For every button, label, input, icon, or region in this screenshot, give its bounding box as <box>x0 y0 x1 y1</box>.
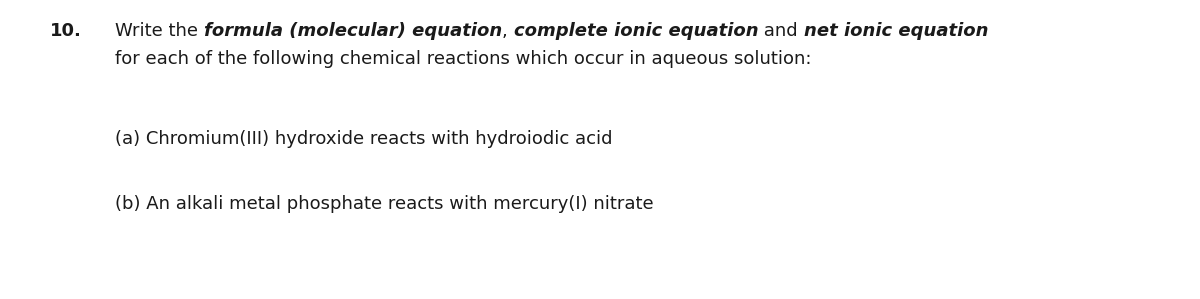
Text: and: and <box>758 22 804 40</box>
Text: 10.: 10. <box>50 22 82 40</box>
Text: (a) Chromium(III) hydroxide reacts with hydroiodic acid: (a) Chromium(III) hydroxide reacts with … <box>115 130 612 148</box>
Text: for each of the following chemical reactions which occur in aqueous solution:: for each of the following chemical react… <box>115 50 811 68</box>
Text: net ionic equation: net ionic equation <box>804 22 988 40</box>
Text: complete ionic equation: complete ionic equation <box>514 22 758 40</box>
Text: formula (molecular) equation: formula (molecular) equation <box>204 22 502 40</box>
Text: Write the: Write the <box>115 22 204 40</box>
Text: (b) An alkali metal phosphate reacts with mercury(I) nitrate: (b) An alkali metal phosphate reacts wit… <box>115 195 654 213</box>
Text: ,: , <box>502 22 514 40</box>
